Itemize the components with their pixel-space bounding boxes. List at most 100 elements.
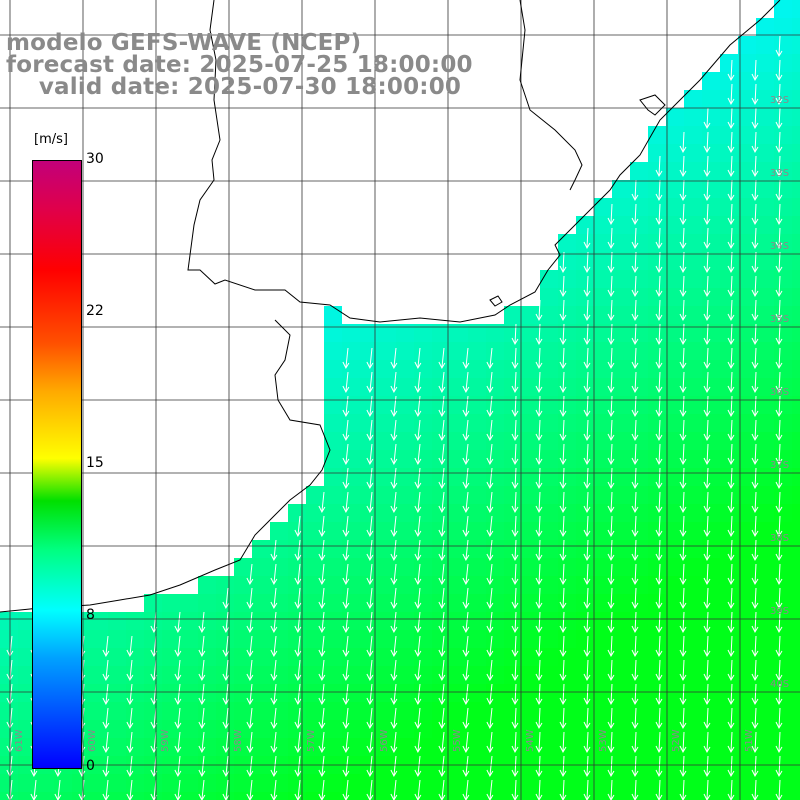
sea-cell xyxy=(432,414,450,432)
sea-cell xyxy=(252,576,270,594)
wind-arrow xyxy=(703,395,711,418)
wind-arrow xyxy=(775,731,783,754)
sea-cell xyxy=(594,378,612,396)
sea-cell xyxy=(468,648,486,666)
wind-arrow xyxy=(366,563,374,586)
wind-arrow xyxy=(631,275,639,298)
sea-cell xyxy=(756,558,774,576)
sea-cell xyxy=(396,702,414,720)
sea-cell xyxy=(0,648,18,666)
sea-cell xyxy=(684,612,702,630)
wind-arrow xyxy=(414,683,422,706)
sea-cell xyxy=(666,414,684,432)
sea-cell xyxy=(540,576,558,594)
sea-cell xyxy=(666,522,684,540)
wind-arrow xyxy=(679,371,687,394)
wind-arrow xyxy=(270,539,278,562)
sea-cell xyxy=(792,72,800,90)
sea-cell xyxy=(702,648,720,666)
sea-cell xyxy=(414,630,432,648)
wind-arrow xyxy=(703,659,711,682)
wind-arrow xyxy=(535,467,543,490)
sea-cell xyxy=(522,702,540,720)
sea-cell xyxy=(594,414,612,432)
wind-arrow xyxy=(703,539,711,562)
sea-cell xyxy=(378,504,396,522)
wind-arrow xyxy=(414,731,422,754)
sea-cell xyxy=(378,648,396,666)
sea-cell xyxy=(666,504,684,522)
wind-arrow xyxy=(535,563,543,586)
sea-cell xyxy=(342,612,360,630)
wind-arrow xyxy=(583,611,591,634)
sea-cell xyxy=(720,648,738,666)
colorbar-tick-8: 8 xyxy=(86,607,95,623)
sea-cell xyxy=(90,738,108,756)
wind-arrow xyxy=(246,635,254,658)
sea-cell xyxy=(306,666,324,684)
wind-arrow xyxy=(775,443,783,466)
wind-arrow xyxy=(366,683,374,706)
wind-arrow xyxy=(366,755,374,778)
wind-arrow xyxy=(198,611,206,634)
colorbar-tick-22: 22 xyxy=(86,303,104,319)
sea-cell xyxy=(378,576,396,594)
wind-arrow xyxy=(102,707,110,730)
wind-arrow xyxy=(655,467,663,490)
sea-cell xyxy=(756,234,774,252)
lon-label: 51W xyxy=(744,729,755,752)
wind-arrow xyxy=(727,683,735,706)
sea-cell xyxy=(720,288,738,306)
wind-arrow xyxy=(342,707,350,730)
wind-arrow xyxy=(414,467,422,490)
sea-cell xyxy=(666,774,684,792)
sea-cell xyxy=(720,270,738,288)
sea-cell xyxy=(540,774,558,792)
wind-arrow xyxy=(607,587,615,610)
wind-arrow xyxy=(414,563,422,586)
sea-cell xyxy=(396,396,414,414)
wind-arrow xyxy=(390,683,398,706)
sea-cell xyxy=(270,522,288,540)
sea-cell xyxy=(504,468,522,486)
sea-cell xyxy=(522,378,540,396)
sea-cell xyxy=(612,216,630,234)
wind-arrow xyxy=(390,611,398,634)
sea-cell xyxy=(342,342,360,360)
wind-arrow xyxy=(703,107,711,130)
wind-arrow xyxy=(366,371,374,394)
sea-cell xyxy=(684,558,702,576)
wind-arrow xyxy=(342,635,350,658)
sea-cell xyxy=(342,594,360,612)
sea-cell xyxy=(144,684,162,702)
sea-cell xyxy=(720,540,738,558)
wind-arrow xyxy=(486,347,494,370)
sea-cell xyxy=(774,270,792,288)
wind-arrow xyxy=(775,83,783,106)
wind-arrow xyxy=(270,707,278,730)
sea-cell xyxy=(324,360,342,378)
wind-arrow xyxy=(775,707,783,730)
sea-cell xyxy=(576,630,594,648)
wind-arrow xyxy=(511,419,519,442)
wind-arrow xyxy=(703,683,711,706)
sea-cell xyxy=(162,774,180,792)
sea-cell xyxy=(792,162,800,180)
sea-cell xyxy=(738,414,756,432)
sea-cell xyxy=(342,450,360,468)
wind-arrow xyxy=(751,515,759,538)
wind-arrow xyxy=(775,299,783,322)
wind-arrow xyxy=(414,515,422,538)
sea-cell xyxy=(414,522,432,540)
sea-cell xyxy=(432,792,450,800)
wind-arrow xyxy=(679,179,687,202)
sea-cell xyxy=(432,702,450,720)
sea-cell xyxy=(702,324,720,342)
sea-cell xyxy=(720,342,738,360)
wind-arrow xyxy=(366,539,374,562)
sea-cell xyxy=(774,144,792,162)
wind-arrow xyxy=(775,179,783,202)
sea-cell xyxy=(612,234,630,252)
wind-arrow xyxy=(366,611,374,634)
sea-cell xyxy=(738,126,756,144)
